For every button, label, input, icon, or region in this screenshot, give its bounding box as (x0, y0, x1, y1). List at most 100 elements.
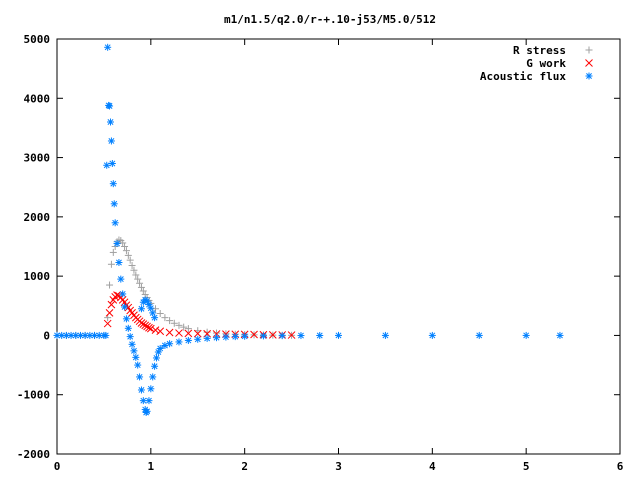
series-2-point-58 (278, 332, 286, 340)
x-tick-labels: 0 1 2 3 4 5 6 (54, 460, 624, 473)
series-2-point-16 (106, 118, 114, 126)
y-tick-label-1: -1000 (17, 389, 50, 402)
series-2-point-54 (222, 333, 230, 341)
series-0-point-9 (109, 248, 117, 256)
series-2-point-29 (126, 333, 134, 341)
axis-ticks (56, 38, 621, 455)
series-2-point-34 (136, 373, 144, 381)
y-tick-label-7: 5000 (24, 33, 51, 46)
series-2-point-44 (152, 354, 160, 362)
legend-marker-2 (585, 72, 593, 80)
series-2-point-51 (194, 335, 202, 343)
series-2-point-60 (316, 331, 324, 339)
series-0-point-23 (136, 279, 144, 287)
series-2-point-49 (175, 338, 183, 346)
x-tick-label-0: 0 (54, 460, 61, 473)
series-2-point-25 (119, 290, 127, 298)
series-2-point-19 (109, 180, 117, 188)
series-2-point-61 (335, 331, 342, 339)
x-tick-label-6: 6 (617, 460, 624, 473)
series-0-point-8 (107, 260, 115, 268)
series-0-point-37 (184, 325, 192, 333)
series-1-point-28 (184, 329, 193, 338)
series-0-point-22 (134, 275, 142, 283)
series-1-point-31 (212, 330, 221, 338)
series-1-point-5 (113, 291, 121, 299)
series-0-point-17 (124, 251, 132, 259)
series-0-point-39 (203, 328, 211, 336)
series-2-point-55 (231, 333, 239, 341)
series-2-point-35 (137, 386, 145, 394)
series-2-point-66 (556, 331, 564, 339)
series-layer (53, 43, 564, 416)
y-tick-label-2: 0 (43, 329, 50, 342)
series-1-point-26 (165, 328, 174, 337)
chart-title: m1/n1.5/q2.0/r-+.10-j53/M5.0/512 (224, 13, 436, 26)
y-tick-label-0: -2000 (17, 448, 50, 461)
series-0-point-21 (132, 271, 140, 279)
series-1-point-35 (250, 330, 258, 339)
series-2-point-17 (107, 137, 115, 145)
series-2-point-27 (122, 315, 130, 323)
legend-label-1: G work (526, 57, 566, 70)
series-0-point-15 (121, 243, 129, 250)
series-2-point-57 (259, 332, 267, 340)
series-0-point-25 (139, 287, 147, 295)
series-2-point-39 (143, 407, 151, 415)
series-2-point-63 (428, 331, 436, 339)
series-2-point-28 (124, 324, 132, 332)
series-2-point-11 (102, 331, 110, 339)
x-tick-label-2: 2 (241, 460, 248, 473)
series-0-point-24 (137, 283, 145, 291)
series-0-point-14 (119, 239, 127, 247)
series-2-point-30 (128, 340, 136, 348)
series-0-point-16 (122, 247, 130, 255)
series-2-point-46 (156, 344, 164, 352)
series-2-point-24 (117, 275, 125, 283)
series-0-point-19 (128, 261, 136, 269)
series-2-point-13 (104, 43, 112, 51)
series-0-point-34 (170, 319, 178, 327)
series-2-point-12 (103, 161, 111, 169)
series-1-point-22 (145, 323, 153, 332)
series-1-point-23 (146, 324, 155, 333)
series-1 (103, 291, 296, 339)
y-tick-label-3: 1000 (24, 270, 51, 283)
series-0-point-31 (156, 309, 164, 317)
series-2-point-22 (113, 240, 121, 248)
legend-marker-0 (585, 46, 593, 54)
legend-label-2: Acoustic flux (480, 70, 566, 83)
series-0-point-20 (130, 266, 138, 274)
series-2-point-50 (184, 336, 192, 344)
series-2-point-65 (522, 331, 530, 339)
series-1-point-37 (268, 330, 277, 339)
series-0-point-35 (175, 321, 183, 329)
series-2-point-64 (475, 331, 483, 339)
series-2-point-42 (149, 373, 157, 381)
legend-label-0: R stress (513, 44, 566, 57)
series-1-point-29 (193, 329, 202, 338)
series-2-point-21 (111, 219, 119, 227)
series-0-point-33 (166, 317, 174, 325)
x-tick-label-5: 5 (523, 460, 530, 473)
y-tick-label-5: 3000 (24, 152, 51, 165)
y-tick-labels: -2000 -1000 0 1000 2000 3000 4000 5000 (17, 33, 50, 461)
y-tick-label-6: 4000 (24, 92, 51, 105)
series-2-point-20 (110, 200, 118, 208)
x-tick-label-1: 1 (148, 460, 155, 473)
x-tick-label-4: 4 (429, 460, 436, 473)
series-2-point-62 (381, 331, 389, 339)
series-2-point-26 (121, 303, 129, 311)
series-2-point-31 (130, 347, 138, 355)
y-tick-label-4: 2000 (24, 211, 51, 224)
x-tick-label-3: 3 (335, 460, 342, 473)
series-2-point-52 (203, 334, 211, 342)
series-2-point-53 (213, 334, 221, 342)
series-2-point-59 (297, 332, 305, 340)
series-1-point-1 (105, 309, 114, 317)
series-2-point-48 (166, 340, 174, 348)
series-1-point-24 (151, 326, 160, 334)
series-1-point-0 (103, 319, 112, 328)
